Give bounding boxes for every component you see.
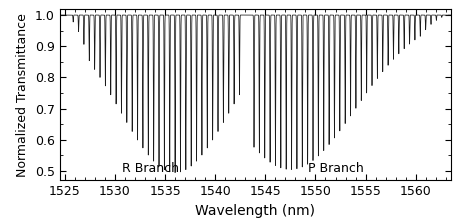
X-axis label: Wavelength (nm): Wavelength (nm) <box>195 204 314 218</box>
Text: R Branch: R Branch <box>121 162 178 175</box>
Text: P Branch: P Branch <box>307 162 363 175</box>
Y-axis label: Normalized Transmittance: Normalized Transmittance <box>17 13 29 176</box>
